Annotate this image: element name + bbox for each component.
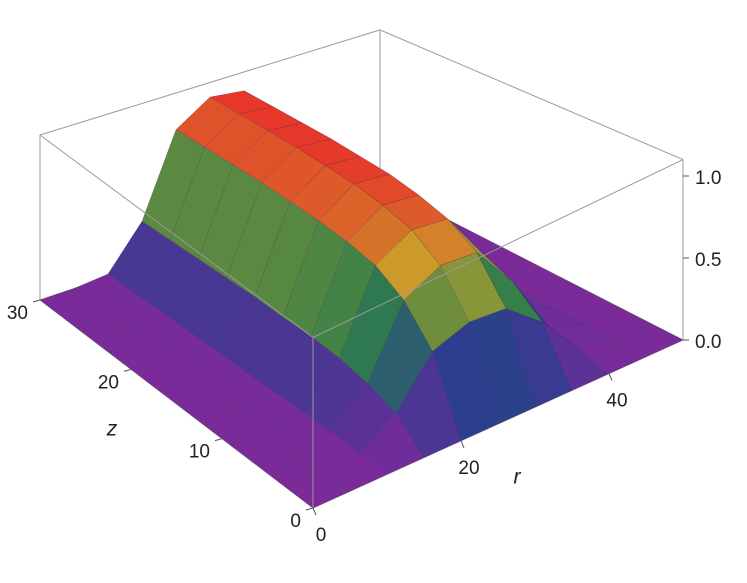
surface-patch [324, 156, 391, 185]
surface-patch [254, 201, 319, 318]
y-axis-label: z [106, 418, 118, 441]
box-edge [39, 134, 314, 338]
y-tick [32, 299, 41, 303]
surface-patch [289, 165, 355, 222]
y-tick-label: 0 [290, 511, 301, 532]
z-tick-label: 0.5 [695, 250, 721, 271]
x-tick [460, 440, 465, 448]
surface-patch [198, 164, 262, 279]
surface-patch [285, 470, 351, 509]
box-edge [39, 29, 381, 136]
box-edge [312, 159, 684, 338]
y-tick [123, 368, 132, 372]
surface-patch [468, 308, 536, 425]
surface-patch [39, 288, 103, 322]
x-tick-label: 20 [458, 458, 479, 479]
surface-patch [266, 122, 332, 148]
surface-patch [382, 194, 449, 231]
z-tick-label: 1.0 [695, 168, 721, 189]
y-tick-label: 10 [189, 442, 210, 463]
y-tick [305, 507, 314, 511]
x-axis-label: r [514, 466, 522, 489]
surface-patch [353, 173, 420, 206]
surface-patch [247, 316, 312, 393]
surface-patch [191, 277, 256, 354]
y-tick [214, 438, 223, 442]
surface-patch [321, 452, 388, 492]
x-tick [312, 507, 317, 516]
y-tick-label: 30 [7, 303, 28, 324]
surface-patch [226, 182, 291, 298]
box-edge [379, 29, 684, 161]
x-tick-label: 40 [606, 391, 627, 412]
x-tick [608, 373, 613, 381]
surface-patch [578, 340, 647, 374]
z-tick-label: 0.0 [695, 332, 721, 353]
x-tick-label: 0 [316, 525, 327, 546]
surface-patch [219, 296, 284, 374]
y-tick-label: 20 [98, 372, 119, 393]
